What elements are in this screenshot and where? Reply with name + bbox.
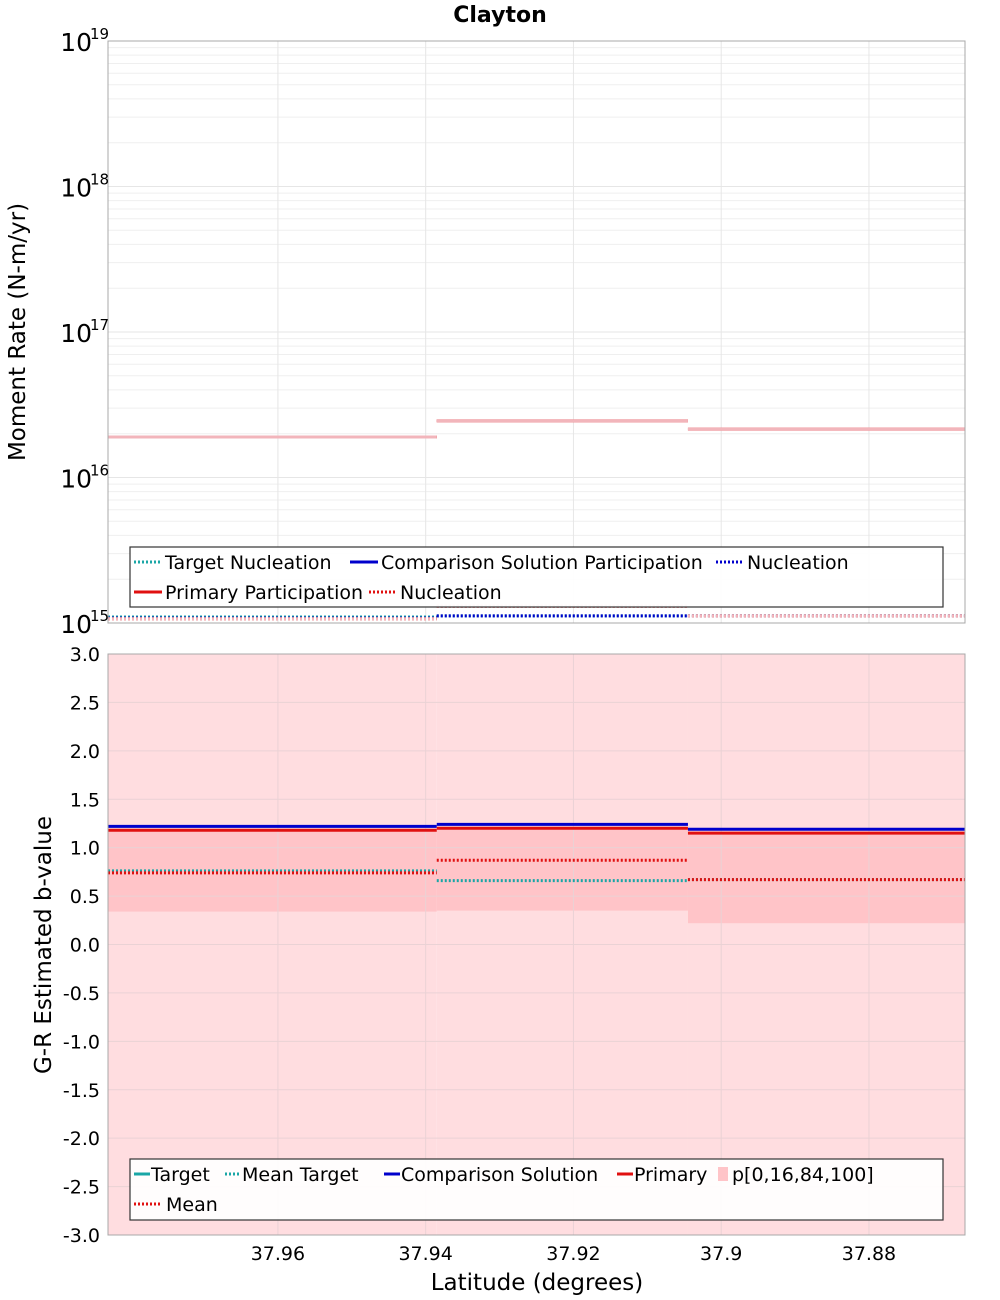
top-legend-box — [129, 546, 944, 608]
top-y-tick-label: 10 — [60, 465, 92, 494]
legend-label: Target Nucleation — [164, 552, 332, 574]
legend-label: Primary Participation — [165, 582, 363, 604]
bottom-legend: Target Mean Target Comparison Solution Prim… — [129, 1158, 944, 1221]
bottom-y-tick-label: -1.0 — [63, 1031, 100, 1053]
legend-label: Target — [150, 1164, 210, 1186]
bottom-y-tick-label: 1.0 — [70, 838, 100, 860]
bottom-y-tick-label: 0.0 — [70, 935, 100, 957]
chart-title: Clayton — [453, 3, 547, 28]
x-tick-label: 37.94 — [398, 1243, 452, 1265]
x-axis-label: Latitude (degrees) — [431, 1270, 644, 1296]
top-y-tick-label: 10 — [60, 28, 92, 57]
b-value-panel: 3.0 2.5 2.0 1.5 1.0 0.5 0.0 -0.5 -1.0 -1.5 -2.0 -2.… — [31, 644, 966, 1296]
bottom-y-tick-label: 2.0 — [70, 741, 100, 763]
band-p16-p84-segment — [436, 828, 688, 911]
legend-label: Comparison Solution — [401, 1164, 598, 1186]
x-tick-label: 37.9 — [700, 1243, 742, 1265]
bottom-y-tick-label: 2.5 — [70, 692, 100, 714]
legend-label: Nucleation — [400, 582, 502, 604]
top-y-tick-label: 10 — [60, 174, 92, 203]
bottom-y-tick-label: 0.5 — [70, 886, 100, 908]
legend-label: Mean — [166, 1194, 218, 1216]
legend-label: Comparison Solution Participation — [381, 552, 703, 574]
bottom-y-tick-label: -1.5 — [63, 1080, 100, 1102]
top-plot-frame — [107, 40, 966, 624]
bottom-plot-frame — [107, 653, 966, 1236]
top-y-tick-exponent: 19 — [90, 25, 109, 43]
bottom-legend-box — [129, 1158, 944, 1221]
bottom-y-tick-label: 3.0 — [70, 644, 100, 666]
band-p16-p84-segment — [687, 834, 965, 924]
bottom-series-group — [108, 822, 965, 883]
x-tick-label: 37.88 — [842, 1243, 896, 1265]
top-legend: Target Nucleation Comparison Solution Par… — [129, 546, 944, 608]
legend-swatch — [718, 1167, 728, 1181]
bottom-y-tick-label: -3.0 — [63, 1225, 100, 1247]
legend-label: p[0,16,84,100] — [732, 1164, 874, 1186]
top-y-tick-exponent: 15 — [90, 607, 109, 625]
bottom-y-axis-label: G-R Estimated b-value — [31, 816, 57, 1074]
legend-label: Primary — [634, 1164, 707, 1186]
top-y-tick-exponent: 17 — [90, 316, 109, 334]
bottom-y-tick-labels: 3.0 2.5 2.0 1.5 1.0 0.5 0.0 -0.5 -1.0 -1.5 -2.0 -2.… — [63, 644, 100, 1247]
bottom-y-tick-label: -2.5 — [63, 1177, 100, 1199]
top-y-tick-exponent: 16 — [90, 462, 109, 480]
x-tick-labels: 37.96 37.94 37.92 37.9 37.88 — [251, 1243, 896, 1265]
top-y-tick-label: 10 — [60, 319, 92, 348]
top-y-tick-label: 10 — [60, 610, 92, 639]
bottom-y-tick-label: -2.0 — [63, 1128, 100, 1150]
top-gridlines — [108, 40, 965, 624]
top-y-tick-exponent: 18 — [90, 171, 109, 189]
legend-label: Mean Target — [242, 1164, 359, 1186]
bottom-y-tick-label: 1.5 — [70, 789, 100, 811]
legend-label: Nucleation — [747, 552, 849, 574]
x-tick-label: 37.92 — [546, 1243, 600, 1265]
top-y-axis-label: Moment Rate (N-m/yr) — [5, 203, 31, 461]
x-tick-label: 37.96 — [251, 1243, 305, 1265]
bottom-y-tick-label: -0.5 — [63, 983, 100, 1005]
top-series-group — [108, 419, 965, 621]
